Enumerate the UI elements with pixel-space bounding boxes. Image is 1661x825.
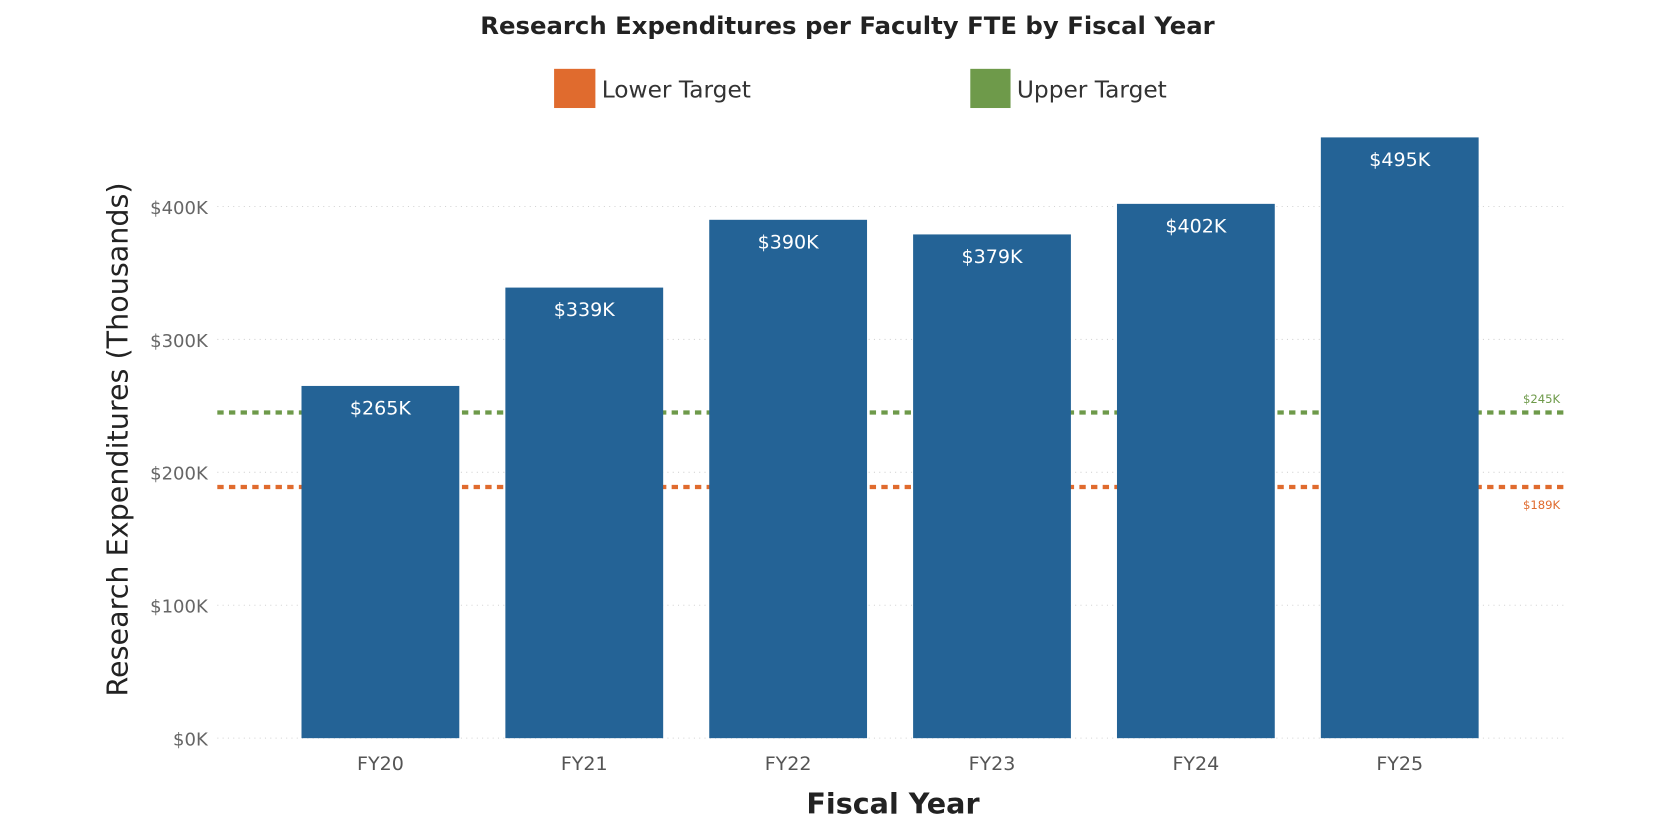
y-tick-label: $100K [150, 597, 209, 618]
bar-fy22 [709, 219, 868, 739]
y-tick-label: $400K [150, 198, 209, 219]
data-label: $379K [962, 246, 1023, 268]
data-label: $265K [350, 398, 411, 420]
data-label: $402K [1165, 215, 1226, 237]
x-tick-label: FY25 [1376, 753, 1423, 775]
data-label: $390K [758, 231, 819, 253]
y-tick-label: $300K [150, 331, 209, 352]
legend-swatch-upper-target [970, 68, 1011, 109]
y-axis-title: Research Expenditures (Thousands) [100, 182, 134, 696]
bar-fy23 [913, 234, 1071, 739]
x-tick-label: FY22 [765, 753, 812, 775]
y-tick-label: $200K [150, 464, 209, 485]
bar-fy21 [505, 287, 664, 739]
data-label: $495K [1369, 149, 1430, 171]
legend: Lower Target Upper Target [554, 68, 1167, 109]
reference-line-label: $245K [1523, 392, 1561, 406]
reference-line-label: $189K [1523, 498, 1561, 512]
x-tick-label: FY24 [1172, 753, 1219, 775]
legend-label-lower-target: Lower Target [602, 76, 751, 103]
legend-swatch-lower-target [554, 68, 596, 109]
y-tick-label: $0K [173, 730, 209, 751]
bar-fy20 [301, 385, 460, 739]
x-tick-label: FY21 [561, 753, 608, 775]
legend-item-lower-target[interactable]: Lower Target [554, 68, 751, 109]
x-axis-title: Fiscal Year [806, 786, 980, 820]
bar-fy25 [1320, 137, 1479, 739]
legend-item-upper-target[interactable]: Upper Target [970, 68, 1167, 109]
chart-title: Research Expenditures per Faculty FTE by… [480, 11, 1214, 40]
bar-fy24 [1116, 203, 1275, 739]
data-label: $339K [554, 299, 615, 321]
legend-label-upper-target: Upper Target [1017, 76, 1167, 103]
x-tick-label: FY23 [969, 753, 1016, 775]
x-tick-label: FY20 [357, 753, 404, 775]
